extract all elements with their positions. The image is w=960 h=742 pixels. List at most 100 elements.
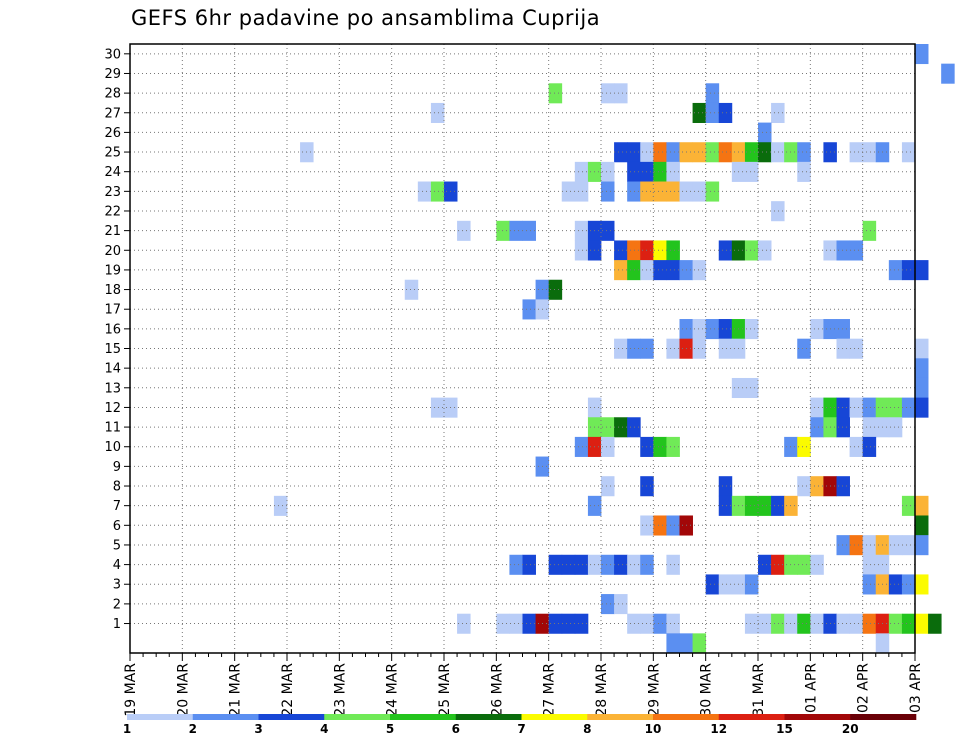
x-tick-label: 24 MAR xyxy=(385,663,401,717)
heatmap-cell xyxy=(692,319,707,340)
heatmap-cell xyxy=(496,613,510,634)
heatmap-cell xyxy=(614,338,628,359)
heatmap-cell xyxy=(627,554,641,575)
x-tick-label: 01 APR xyxy=(803,663,819,713)
heatmap-cell xyxy=(849,535,864,556)
heatmap-cell xyxy=(653,142,667,163)
heatmap-cell xyxy=(849,240,864,261)
heatmap-cell xyxy=(653,515,667,536)
x-tick-label: 30 MAR xyxy=(699,663,715,717)
heatmap-cell xyxy=(705,574,720,595)
x-tick-label: 26 MAR xyxy=(489,663,505,717)
heatmap-cell xyxy=(862,436,877,457)
heatmap-cell xyxy=(771,554,785,575)
legend-label: 4 xyxy=(320,722,328,736)
heatmap-cell xyxy=(797,436,811,457)
heatmap-cell xyxy=(601,417,615,438)
heatmap-cell xyxy=(888,397,903,418)
legend-swatch xyxy=(390,714,457,720)
chart-title: GEFS 6hr padavine po ansamblima Cuprija xyxy=(131,6,601,30)
heatmap-cell xyxy=(941,63,955,84)
heatmap-cell xyxy=(862,613,877,634)
heatmap-cell xyxy=(601,554,615,575)
heatmap-cell xyxy=(548,613,563,634)
heatmap-cell xyxy=(836,535,850,556)
x-tick-label: 29 MAR xyxy=(646,663,662,717)
heatmap-cell xyxy=(744,377,759,399)
heatmap-cell xyxy=(614,594,628,615)
heatmap-cell xyxy=(888,535,903,556)
heatmap-cell xyxy=(574,181,589,202)
heatmap-cell xyxy=(771,613,785,634)
heatmap-cell xyxy=(653,161,667,182)
y-tick-label: 30 xyxy=(104,47,121,62)
y-tick-label: 13 xyxy=(104,381,121,396)
heatmap-cell xyxy=(509,613,523,634)
heatmap-cell xyxy=(810,417,824,438)
heatmap-cell xyxy=(810,613,824,634)
heatmap-cell xyxy=(666,554,680,575)
y-tick-label: 12 xyxy=(104,401,121,416)
heatmap-cell xyxy=(574,161,589,182)
heatmap-cell xyxy=(666,161,680,182)
heatmap-cell xyxy=(601,83,615,104)
heatmap-cell xyxy=(627,142,641,163)
heatmap-cell xyxy=(601,181,615,202)
heatmap-cell xyxy=(771,201,785,222)
heatmap-cell xyxy=(679,633,693,654)
heatmap-cell xyxy=(797,161,811,182)
heatmap-cell xyxy=(915,613,929,634)
heatmap-cell xyxy=(522,554,536,575)
heatmap-cell xyxy=(862,417,877,438)
y-tick-label: 14 xyxy=(104,362,121,377)
heatmap-cell xyxy=(614,260,628,281)
heatmap-cell xyxy=(758,122,772,143)
heatmap-cell xyxy=(915,377,929,399)
heatmap-cell xyxy=(758,240,772,261)
heatmap-cell xyxy=(744,240,759,261)
x-tick-label: 25 MAR xyxy=(437,663,453,717)
heatmap-cell xyxy=(653,436,667,457)
heatmap-cell xyxy=(705,181,720,202)
heatmap-cell xyxy=(692,102,707,123)
y-tick-label: 23 xyxy=(104,185,121,200)
heatmap-cell xyxy=(718,319,733,340)
y-tick-label: 20 xyxy=(104,244,121,259)
heatmap-cell xyxy=(705,142,720,163)
x-tick-label: 31 MAR xyxy=(751,663,767,717)
heatmap-cell xyxy=(758,613,772,634)
y-tick-label: 1 xyxy=(113,617,121,632)
y-tick-label: 22 xyxy=(104,204,121,219)
heatmap-cell xyxy=(901,613,916,634)
y-tick-label: 27 xyxy=(104,106,121,121)
heatmap-cell xyxy=(601,594,615,615)
legend-label: 7 xyxy=(517,722,525,736)
heatmap-cell xyxy=(627,417,641,438)
x-tick-label: 28 MAR xyxy=(594,663,610,717)
legend-label: 12 xyxy=(710,722,727,736)
heatmap-cell xyxy=(692,633,707,654)
heatmap-cell xyxy=(457,613,471,634)
legend-swatch xyxy=(784,714,851,720)
heatmap-cell xyxy=(915,535,929,556)
heatmap-cell xyxy=(744,574,759,595)
heatmap-cell xyxy=(548,279,563,300)
legend-label: 6 xyxy=(452,722,460,736)
heatmap-cell xyxy=(849,397,864,418)
heatmap-cell xyxy=(862,220,877,241)
heatmap-cell xyxy=(849,613,864,634)
color-legend: 1 2 3 4 5 6 7 8 10 12 15 20 xyxy=(123,714,917,736)
legend-label: 1 xyxy=(123,722,131,736)
y-tick-label: 8 xyxy=(113,480,121,495)
heatmap-cell xyxy=(836,338,850,359)
heatmap-cell xyxy=(901,142,916,163)
heatmap-cell xyxy=(901,535,916,556)
heatmap-cell xyxy=(627,260,641,281)
y-tick-label: 9 xyxy=(113,460,121,475)
heatmap-cell xyxy=(666,515,680,536)
heatmap-cell xyxy=(744,495,759,516)
heatmap-cell xyxy=(915,260,929,281)
heatmap-cell xyxy=(692,142,707,163)
legend-swatch xyxy=(192,714,259,720)
legend-swatch xyxy=(127,714,194,720)
